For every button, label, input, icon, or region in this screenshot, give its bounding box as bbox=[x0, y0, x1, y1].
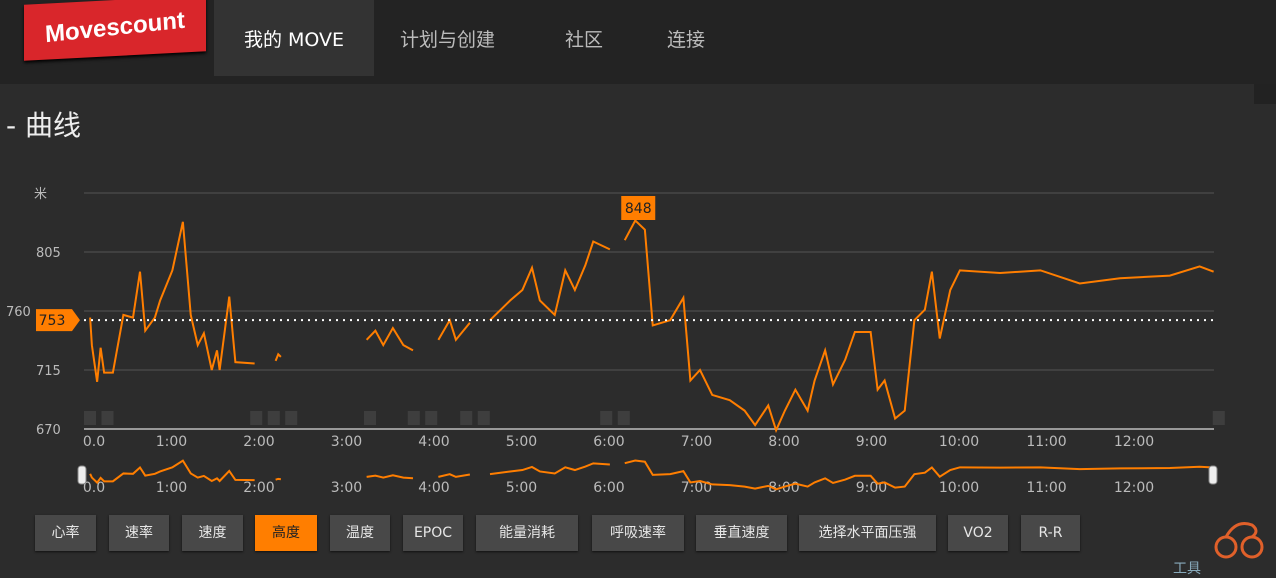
current-value-label: 753 bbox=[39, 313, 66, 329]
navigator-line bbox=[89, 459, 255, 485]
x-tick-label: 4:00 bbox=[418, 434, 449, 450]
altitude-line bbox=[89, 221, 255, 382]
metric-button[interactable]: 心率 bbox=[35, 515, 96, 551]
lap-marker bbox=[425, 411, 438, 425]
lap-marker bbox=[250, 411, 263, 425]
x-tick-label: 5:00 bbox=[506, 434, 537, 450]
y-tick-label: 715 bbox=[36, 364, 61, 379]
altitude-chart[interactable]: 米 670 715 760 805 0.0 1:00 2:00 3:00 4:00 5:00 6:00… bbox=[0, 170, 1276, 500]
y-tick-label: 670 bbox=[36, 423, 61, 438]
section-title[interactable]: - 曲线 bbox=[6, 109, 82, 142]
lap-marker bbox=[101, 411, 114, 425]
lap-marker bbox=[84, 411, 96, 425]
altitude-line bbox=[489, 240, 611, 321]
x-tick-label: 2:00 bbox=[243, 434, 274, 450]
nav-my-move[interactable]: 我的 MOVE bbox=[214, 0, 375, 76]
navigator-x-tick-label: 1:00 bbox=[156, 480, 187, 496]
navigator-x-tick-label: 7:00 bbox=[681, 480, 712, 496]
altitude-line bbox=[365, 326, 414, 352]
current-value-flag bbox=[36, 309, 80, 332]
x-tick-label: 11:00 bbox=[1026, 434, 1066, 450]
metric-button[interactable]: R-R bbox=[1021, 515, 1080, 551]
lap-marker bbox=[460, 411, 473, 425]
altitude-line bbox=[623, 218, 1214, 434]
lap-marker bbox=[617, 411, 630, 425]
metric-button[interactable]: 垂直速度 bbox=[696, 515, 787, 551]
navigator-x-tick-label: 4:00 bbox=[418, 480, 449, 496]
metric-button[interactable]: EPOC bbox=[403, 515, 463, 551]
metric-button[interactable]: VO2 bbox=[948, 515, 1008, 551]
nav-connect[interactable]: 连接 bbox=[667, 29, 706, 51]
scrollbar[interactable] bbox=[1254, 84, 1276, 104]
navigator-x-tick-label: 6:00 bbox=[593, 480, 624, 496]
x-tick-label: 3:00 bbox=[331, 434, 362, 450]
navigator-line bbox=[438, 473, 471, 478]
navigator-line bbox=[624, 459, 1214, 491]
max-value-flag bbox=[621, 196, 656, 220]
movescount-logo[interactable]: Movescount bbox=[24, 0, 206, 61]
lap-marker bbox=[477, 411, 490, 425]
x-tick-label: 6:00 bbox=[593, 434, 624, 450]
navigator-x-tick-label: 11:00 bbox=[1026, 480, 1066, 496]
x-tick-label: 1:00 bbox=[156, 434, 187, 450]
x-tick-label: 12:00 bbox=[1114, 434, 1154, 450]
metric-button[interactable]: 高度 bbox=[255, 515, 317, 551]
metric-button[interactable]: 速率 bbox=[109, 515, 169, 551]
metric-button[interactable]: 速度 bbox=[182, 515, 243, 551]
max-value-label: 848 bbox=[625, 201, 652, 217]
x-tick-label: 0.0 bbox=[83, 434, 105, 450]
altitude-line bbox=[274, 352, 282, 362]
x-tick-label: 7:00 bbox=[681, 434, 712, 450]
navigator-x-tick-label: 2:00 bbox=[243, 480, 274, 496]
lap-marker bbox=[407, 411, 420, 425]
navigator-line bbox=[366, 474, 414, 480]
y-tick-label: 760 bbox=[6, 305, 31, 320]
navigator-x-tick-label: 5:00 bbox=[506, 480, 537, 496]
altitude-line bbox=[437, 317, 471, 342]
navigator-x-tick-label: 10:00 bbox=[939, 480, 979, 496]
nav-plan-create[interactable]: 计划与创建 bbox=[400, 29, 496, 51]
navigator-handle[interactable] bbox=[1208, 465, 1218, 485]
navigator-x-tick-label: 0.0 bbox=[83, 480, 105, 496]
metric-button[interactable]: 呼吸速率 bbox=[592, 515, 684, 551]
navigator-handle[interactable] bbox=[77, 465, 87, 485]
x-tick-label: 8:00 bbox=[768, 434, 799, 450]
navigator-line bbox=[275, 477, 282, 481]
navigator-x-tick-label: 3:00 bbox=[331, 480, 362, 496]
metric-button[interactable]: 能量消耗 bbox=[476, 515, 578, 551]
lap-marker bbox=[600, 411, 613, 425]
nav-community[interactable]: 社区 bbox=[565, 29, 604, 51]
x-tick-label: 9:00 bbox=[856, 434, 887, 450]
tools-link[interactable]: 工具 bbox=[1173, 561, 1201, 577]
x-tick-label: 10:00 bbox=[939, 434, 979, 450]
navigator-line bbox=[489, 462, 610, 476]
metric-button[interactable]: 温度 bbox=[330, 515, 390, 551]
y-axis-unit-label: 米 bbox=[34, 187, 47, 202]
y-tick-label: 805 bbox=[36, 246, 61, 261]
lap-marker bbox=[285, 411, 298, 425]
top-nav-bar: Movescount 我的 MOVE 计划与创建 社区 连接 bbox=[0, 0, 1276, 84]
navigator-x-tick-label: 12:00 bbox=[1114, 480, 1154, 496]
lap-marker bbox=[267, 411, 280, 425]
lap-marker bbox=[1212, 411, 1225, 425]
fengyun-watermark-logo bbox=[1214, 522, 1264, 559]
metric-button[interactable]: 选择水平面压强 bbox=[799, 515, 936, 551]
lap-marker bbox=[364, 411, 376, 425]
